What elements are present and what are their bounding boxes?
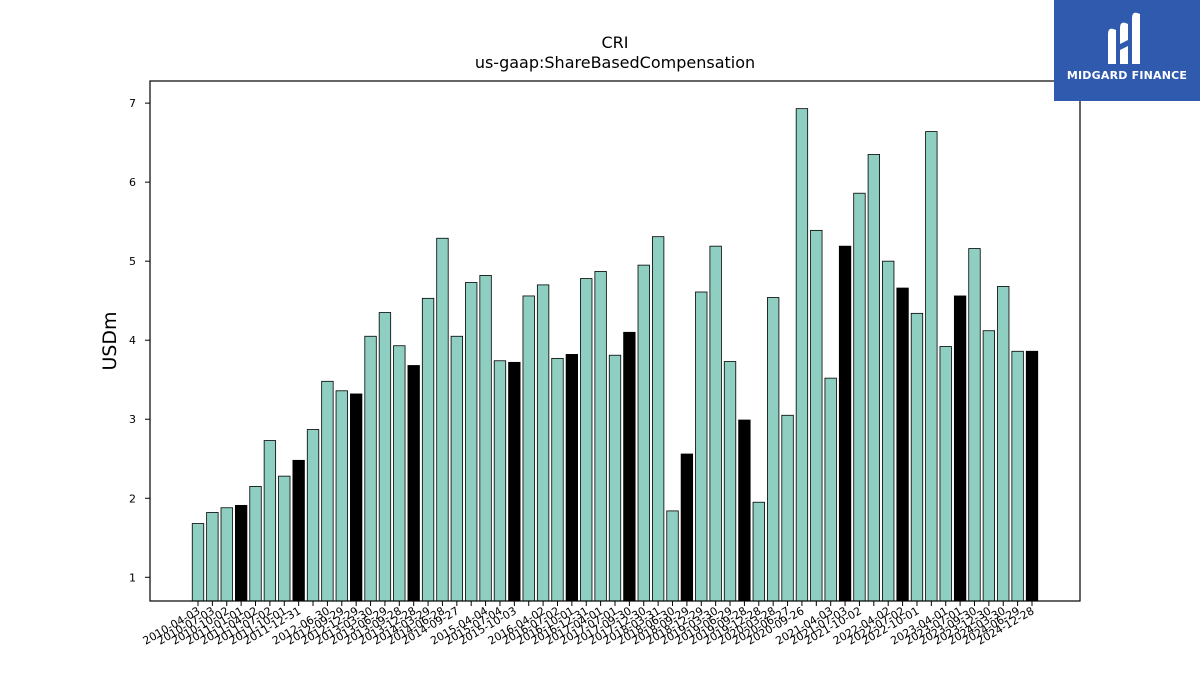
logo-text: MIDGARD FINANCE xyxy=(1066,69,1188,82)
bar-2013-03-30 xyxy=(364,335,377,602)
bar-2024-12-28 xyxy=(1025,350,1039,602)
bar-2020-06-27 xyxy=(781,414,794,602)
bar-2024-06-29 xyxy=(1011,350,1024,602)
bar-2014-03-29 xyxy=(421,297,435,602)
bar-2021-10-02 xyxy=(853,192,866,602)
y-tick-label: 2 xyxy=(129,492,136,505)
midgard-finance-logo: MIDGARD FINANCE xyxy=(1054,0,1200,101)
bar-2014-09-27 xyxy=(450,335,463,602)
bar-2015-10-03 xyxy=(508,361,521,602)
bar-2012-03-31 xyxy=(306,429,320,602)
bar-2023-04-01 xyxy=(939,346,952,602)
bar-2017-07-01 xyxy=(608,354,622,602)
bar-2020-03-28 xyxy=(767,297,780,602)
bar-2015-07-04 xyxy=(493,360,507,602)
y-tick-label: 3 xyxy=(129,413,136,426)
bar-2012-09-29 xyxy=(335,390,348,602)
bar-2022-07-02 xyxy=(896,287,909,602)
bar-2011-07-02 xyxy=(263,440,277,602)
plot-frame xyxy=(149,80,1081,602)
bar-2017-09-30 xyxy=(623,331,636,602)
bar-2012-06-30 xyxy=(321,380,334,602)
bar-2016-01-02 xyxy=(522,295,535,602)
bar-2012-12-29 xyxy=(350,393,363,602)
bar-2013-12-28 xyxy=(407,365,420,602)
bar-2010-10-02 xyxy=(220,507,233,602)
y-tick-label: 7 xyxy=(129,97,136,110)
bar-2022-12-31 xyxy=(925,131,938,602)
bar-2010-04-03 xyxy=(191,523,205,602)
bar-2014-06-28 xyxy=(436,237,449,602)
chart-subtitle: us-gaap:ShareBasedCompensation xyxy=(475,53,755,72)
bar-2021-07-03 xyxy=(838,245,852,602)
bar-2021-04-03 xyxy=(824,377,837,602)
bar-2022-01-01 xyxy=(867,154,880,602)
y-axis-label: USDm xyxy=(99,311,121,370)
bar-2023-09-30 xyxy=(968,248,981,602)
bar-2019-09-28 xyxy=(738,419,751,602)
midgard-logo-icon xyxy=(1108,12,1140,65)
y-tick-label: 6 xyxy=(129,176,136,189)
x-axis-ticks: 2010-04-032010-07-032010-10-022011-01-01… xyxy=(141,601,1037,648)
bar-2018-09-29 xyxy=(680,453,694,602)
bar-2022-10-01 xyxy=(910,312,924,602)
bar-2017-04-01 xyxy=(594,271,607,602)
bar-2013-06-29 xyxy=(378,312,392,602)
bar-2020-09-26 xyxy=(795,108,809,602)
bar-2018-03-31 xyxy=(651,236,665,602)
bar-2016-10-01 xyxy=(565,354,579,602)
bar-2023-12-30 xyxy=(982,330,996,602)
bar-2017-12-30 xyxy=(637,264,650,602)
y-tick-label: 5 xyxy=(129,255,136,268)
bar-2016-04-02 xyxy=(536,284,550,602)
bar-2013-09-28 xyxy=(393,345,406,602)
bar-2010-07-03 xyxy=(206,512,219,602)
bar-2019-03-30 xyxy=(709,245,722,602)
chart-title: CRI xyxy=(601,33,628,52)
bar-2019-12-28 xyxy=(752,501,765,602)
bars-group xyxy=(191,108,1039,602)
y-axis-ticks: 1 2 3 4 5 6 7 xyxy=(129,97,150,584)
bar-2023-07-01 xyxy=(953,295,967,602)
bar-2015-04-04 xyxy=(479,275,492,602)
bar-2011-01-01 xyxy=(234,504,248,602)
bar-2016-07-02 xyxy=(551,357,564,602)
bar-2011-10-01 xyxy=(278,475,291,602)
bar-2022-04-02 xyxy=(882,260,895,602)
bar-2018-06-30 xyxy=(666,510,679,602)
bar-2018-12-29 xyxy=(695,291,708,602)
bar-2015-01-03 xyxy=(465,282,478,602)
bar-2021-01-02 xyxy=(810,229,823,602)
bar-2016-12-31 xyxy=(580,278,593,602)
bar-2024-03-30 xyxy=(997,286,1010,602)
y-tick-label: 1 xyxy=(129,571,136,584)
bar-2011-04-02 xyxy=(249,486,262,602)
bar-2011-12-31 xyxy=(292,459,305,602)
bar-2019-06-29 xyxy=(723,361,737,602)
y-tick-label: 4 xyxy=(129,334,136,347)
